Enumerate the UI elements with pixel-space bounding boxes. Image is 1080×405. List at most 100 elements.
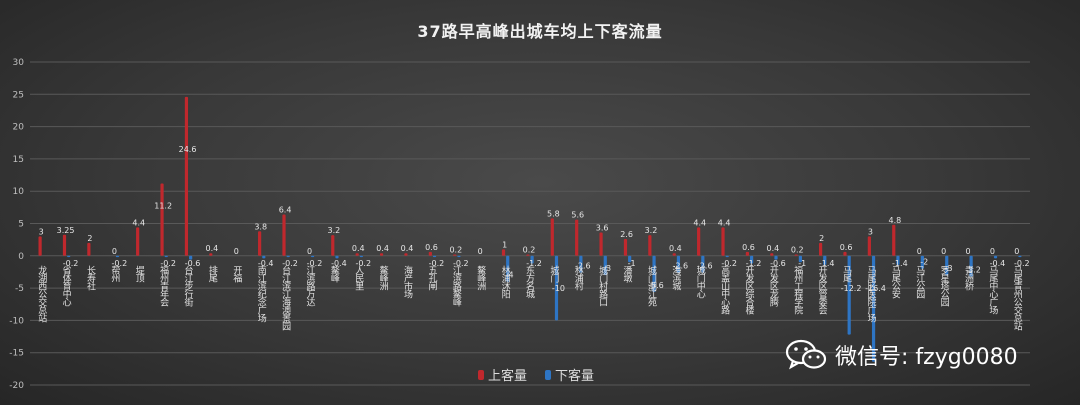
y-tick-label: 20 [13,123,25,133]
y-tick-label: 0 [18,252,24,262]
x-tick-label: 鳌峰洲 [378,265,389,291]
y-tick-label: 10 [13,187,25,197]
bar-down [310,255,315,258]
x-tick-label: 青洲桥 [963,265,974,292]
data-label-up: 1 [502,240,507,249]
data-label-down: -0.4 [258,259,274,268]
bar-up [892,224,896,256]
bar-down [432,255,437,258]
x-tick-label: 马江公园 [914,266,925,300]
data-label-up: 0 [1014,247,1019,256]
bar-down [725,255,729,258]
data-label-up: 0.6 [742,243,755,252]
data-label-up: 2 [87,234,92,243]
data-label-up: 2 [819,234,824,243]
bar-up [404,253,408,256]
bar-up [258,231,262,256]
x-tick-label: 人民里 [353,266,364,291]
bar-up [87,242,91,256]
x-tick-label: 林浦村 [573,265,584,291]
data-label-up: 0 [917,247,922,256]
legend-label-up: 上客量 [488,369,528,384]
x-tick-label: 省体育中心 [61,265,72,307]
bar-up [843,251,847,256]
legend-swatch-down [545,369,552,380]
data-label-up: 0 [990,247,995,256]
x-tick-label: 城门村路口 [597,266,608,307]
x-tick-label: 鳌峰 [329,265,340,283]
data-label-up: 0.4 [669,244,682,253]
bar-up [38,236,42,256]
data-label-down: -0.2 [429,259,445,268]
y-tick-label: -5 [15,284,24,294]
bar-down [993,255,998,259]
x-tick-label: 江滨路万达 [304,266,315,307]
bar-up [526,254,530,256]
bar-down [798,255,802,263]
data-label-up: 0 [478,247,483,256]
bar-down [945,255,949,276]
x-tick-label: 马尾区医院广场 [865,266,876,324]
legend-item-up[interactable]: 上客量 [478,365,527,384]
bar-down [896,255,900,265]
bar-down [774,255,778,260]
bar-down [164,255,168,258]
bar-up [62,234,67,256]
x-tick-label: 城门中心 [695,266,706,299]
x-tick-label: 排尾 [207,265,218,284]
bar-up [672,253,676,256]
data-label-down: -0.4 [990,259,1006,268]
bar-down [847,255,851,335]
data-label-down: -0.2 [355,259,371,268]
bar-up [136,227,140,256]
data-label-down: -1.4 [819,259,835,268]
data-label-up: 0.6 [425,243,438,252]
data-label-down: -16.4 [865,284,886,293]
y-tick-label: -10 [9,316,24,326]
x-tick-label: 海产市场 [402,265,413,300]
data-label-up: 3.2 [645,226,658,235]
bar-down [506,255,510,282]
data-label-down: -0.6 [185,259,201,268]
data-label-down: -1 [798,259,806,268]
data-label-up: 0.4 [401,244,414,253]
data-label-up: 4.4 [693,218,706,227]
bar-up [599,232,603,256]
x-tick-label: 马尾 [841,266,852,284]
data-label-up: 24.6 [179,145,197,154]
legend-item-down[interactable]: 下客量 [545,365,594,384]
bar-up [550,218,554,256]
y-tick-label: -20 [9,381,24,391]
bar-down [554,255,559,321]
data-label-down: -0.2 [453,259,469,268]
bar-down [1018,255,1022,258]
chart-title: 37路早高峰出城车均上下客流量 [417,22,663,41]
bar-down [359,255,363,258]
y-tick-label: -15 [9,349,24,359]
data-label-up: 0.4 [206,244,219,253]
data-label-down: -4 [506,271,514,280]
data-label-down: -1.2 [526,259,542,268]
bar-up [355,253,359,256]
bar-up [745,251,750,256]
bar-down [603,255,607,276]
data-label-up: 0 [307,247,312,256]
bar-down [262,255,266,259]
bar-up [184,96,189,256]
bar-down [189,255,193,260]
data-label-up: 4.8 [888,216,901,225]
x-tick-label: 开发区综合楼 [744,266,755,316]
bar-down [335,255,339,259]
bar-down [530,255,534,264]
data-label-up: 0 [234,247,239,256]
x-tick-label: 开发区管委会 [817,266,828,316]
data-label-down: -5.6 [648,281,664,290]
data-label-down: -0.2 [721,259,737,268]
watermark-text: 微信号: fzyg0080 [835,345,1018,370]
data-label-down: -2.6 [575,262,591,271]
data-label-down: -12.2 [841,284,862,293]
data-label-down: -2 [920,258,928,267]
bar-up [209,253,213,256]
x-tick-label: 开发区龙腾 [768,266,779,308]
bar-up [623,239,628,256]
